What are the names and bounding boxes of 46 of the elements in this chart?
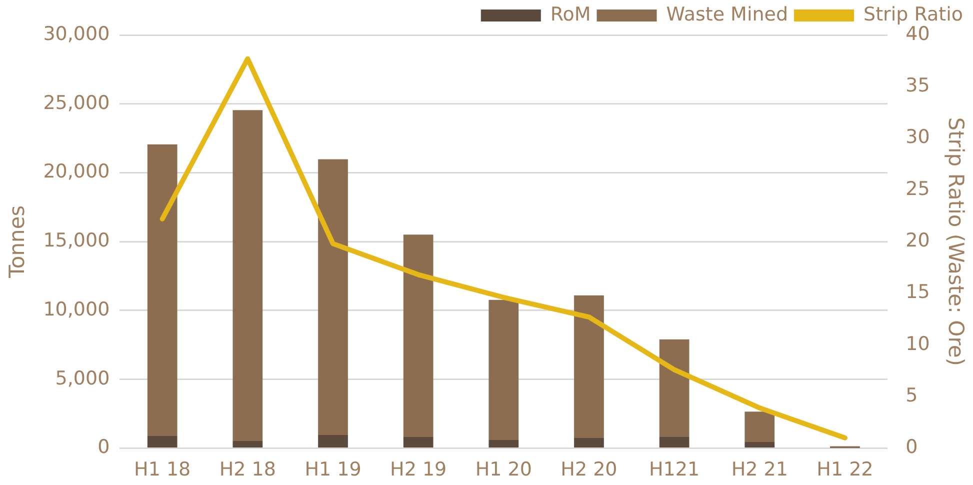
bar: [403, 234, 434, 438]
bar: [232, 441, 263, 448]
y2-tick-label: 30: [906, 126, 930, 148]
x-tick-label: H2 19: [390, 458, 447, 481]
bar: [147, 144, 178, 436]
y2-tick-label: 40: [906, 22, 930, 45]
x-tick-label: H2 20: [560, 458, 618, 481]
y2-tick-label: 35: [906, 74, 930, 97]
bar: [488, 440, 519, 448]
bar: [318, 159, 348, 435]
x-tick-label: H2 18: [219, 458, 276, 481]
y2-tick-label: 0: [906, 436, 918, 458]
bar: [744, 412, 775, 442]
bar: [574, 295, 604, 438]
x-tick-label: H121: [649, 458, 700, 481]
bar: [488, 300, 519, 440]
bar: [659, 339, 690, 437]
bar: [232, 110, 263, 442]
bar: [744, 442, 775, 448]
y2-tick-label: 5: [906, 384, 918, 406]
y2-axis-title: Strip Ratio (Waste: Ore): [944, 117, 968, 366]
y-axis-title: Tonnes: [5, 205, 30, 279]
legend-label: Strip Ratio: [864, 3, 964, 26]
y-tick-label: 0: [98, 436, 110, 458]
y-tick-label: 5,000: [55, 367, 110, 390]
y-tick-label: 20,000: [43, 160, 110, 183]
x-tick-label: H1 22: [816, 458, 874, 481]
y-tick-label: 15,000: [43, 230, 110, 252]
bar: [147, 436, 178, 448]
y2-tick-label: 15: [906, 281, 930, 304]
y-tick-label: 30,000: [43, 22, 110, 45]
bar: [659, 436, 690, 448]
y2-tick-label: 25: [906, 178, 930, 200]
y-tick-label: 10,000: [43, 298, 110, 320]
bar: [318, 434, 348, 448]
legend-label: Waste Mined: [666, 3, 788, 26]
x-tick-label: H1 18: [134, 458, 191, 481]
bar: [574, 438, 604, 448]
x-tick-label: H1 20: [475, 458, 532, 481]
y2-tick-label: 10: [906, 332, 930, 355]
bar: [403, 437, 434, 448]
x-tick-label: H1 19: [304, 458, 362, 481]
y-tick-label: 25,000: [43, 92, 110, 114]
y2-tick-label: 20: [906, 230, 930, 252]
x-tick-label: H2 21: [731, 458, 788, 481]
legend-label: RoM: [550, 3, 591, 26]
